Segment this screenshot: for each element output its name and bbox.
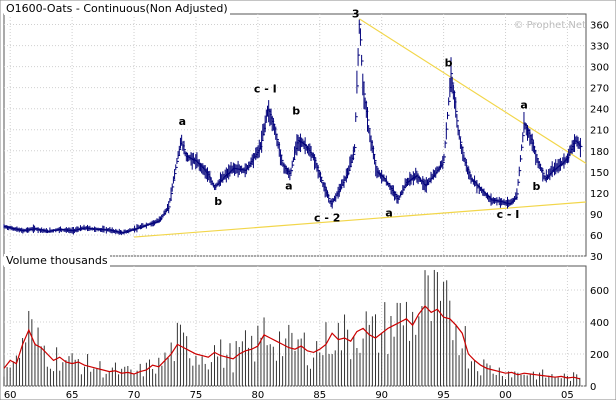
wave-annotation: b (533, 180, 541, 193)
price-tick-label: 330 (590, 42, 609, 53)
price-tick-label: 120 (590, 189, 609, 200)
wave-annotation: c - I (254, 83, 277, 96)
wave-annotation: b (214, 195, 222, 208)
x-tick-label: 90 (375, 390, 388, 400)
wave-annotation: b (292, 104, 300, 117)
x-tick-label: 60 (4, 390, 17, 400)
trendline (359, 18, 587, 164)
price-tick-label: 60 (590, 231, 603, 242)
x-tick-label: 70 (128, 390, 141, 400)
volume-tick-label: 0 (590, 382, 596, 393)
price-tick-label: 180 (590, 147, 609, 158)
x-tick-label: 80 (251, 390, 264, 400)
price-tick-label: 270 (590, 84, 609, 95)
x-tick-label: 75 (190, 390, 203, 400)
x-tick-label: 65 (66, 390, 79, 400)
wave-annotation: a (285, 179, 292, 192)
wave-annotation: c - I (497, 208, 520, 221)
wave-annotation: a (520, 99, 527, 112)
price-tick-label: 150 (590, 168, 609, 179)
trendline (133, 201, 587, 238)
price-tick-label: 300 (590, 63, 609, 74)
x-tick-label: 85 (313, 390, 326, 400)
volume-average-line (3, 305, 580, 380)
price-tick-label: 90 (590, 210, 603, 221)
volume-title: Volume thousands (4, 254, 110, 267)
volume-tick-label: 200 (590, 350, 609, 361)
price-bars (3, 19, 583, 236)
volume-tick-label: 400 (590, 318, 609, 329)
price-tick-label: 30 (590, 252, 603, 263)
wave-annotation: c - 2 (314, 212, 340, 225)
price-tick-label: 360 (590, 21, 609, 32)
chart-title: O1600-Oats - Continuous(Non Adjusted) (4, 2, 230, 15)
x-tick-label: 00 (499, 390, 512, 400)
wave-annotation: a (385, 207, 392, 220)
price-tick-label: 210 (590, 126, 609, 137)
volume-tick-label: 600 (590, 286, 609, 297)
volume-bars (3, 269, 581, 386)
wave-annotation: 3 (352, 8, 360, 21)
watermark-logo: © Prophet.Net (513, 20, 586, 31)
wave-annotation: b (445, 57, 453, 70)
price-tick-label: 240 (590, 105, 609, 116)
x-tick-label: 05 (561, 390, 574, 400)
x-tick-label: 95 (437, 390, 450, 400)
wave-annotation: a (179, 115, 186, 128)
price-panel (3, 13, 587, 257)
